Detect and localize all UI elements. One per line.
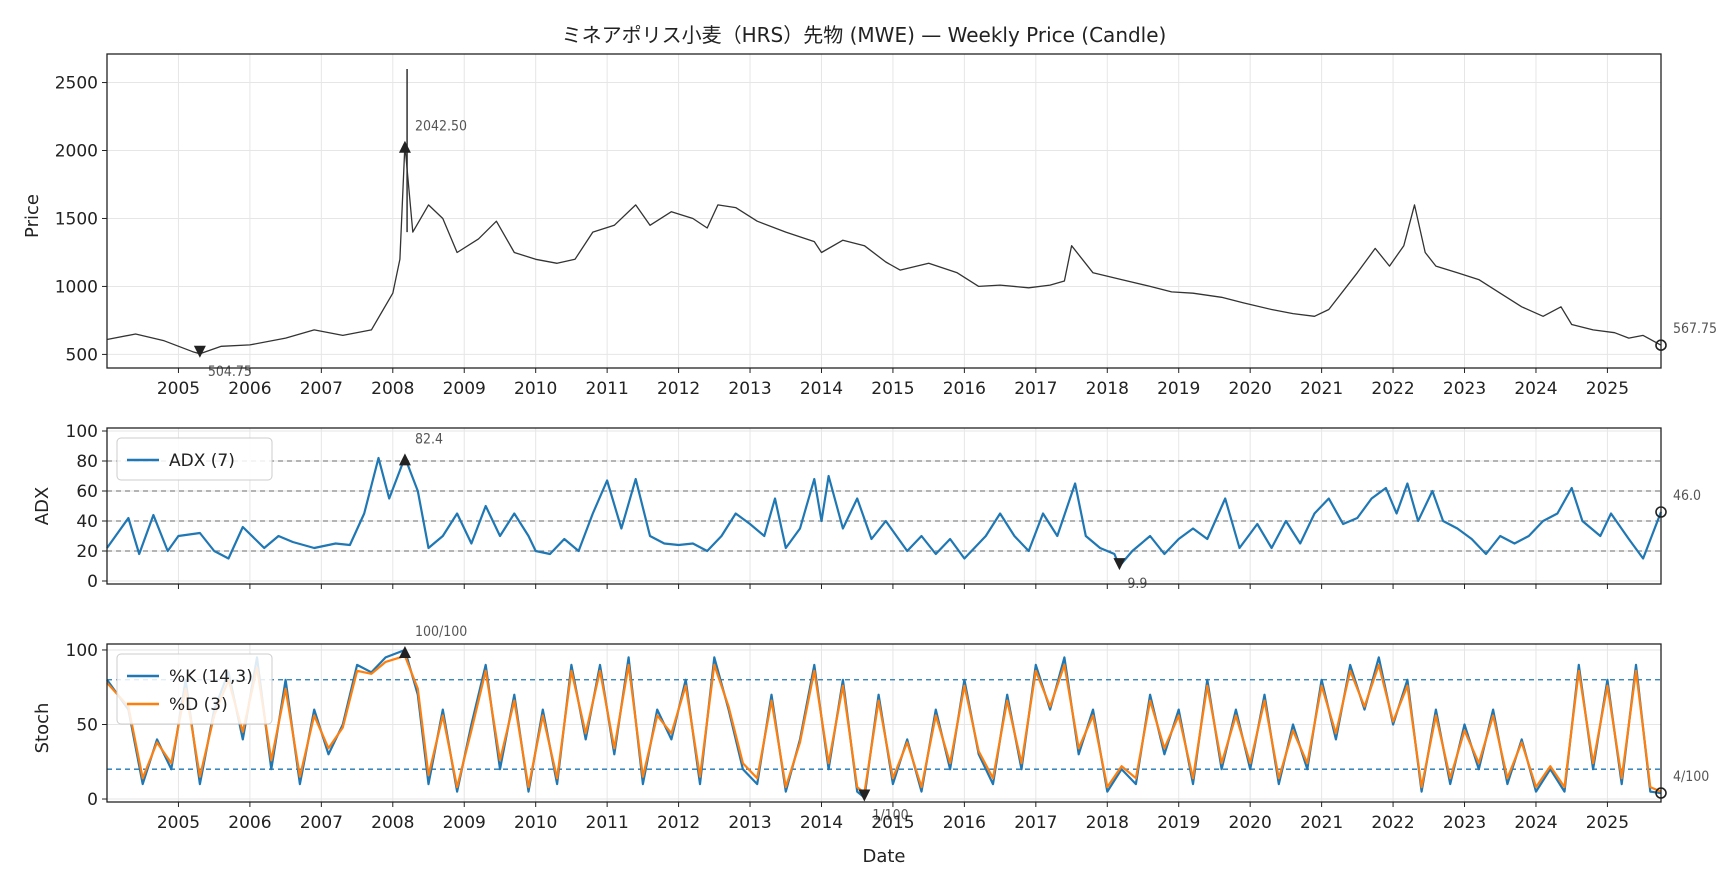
annotation-label: 504.75: [208, 364, 252, 380]
x-tick-label: 2011: [586, 813, 629, 833]
price-panel: 2042.50 504.75 567.75 500 1000 1500 2000 2500 20…: [55, 53, 1717, 399]
x-tick-label: 2019: [1157, 379, 1200, 399]
x-tick-label: 2016: [943, 813, 986, 833]
x-tick-label: 2021: [1300, 379, 1343, 399]
x-tick-label: 2005: [157, 379, 200, 399]
min-marker: [193, 345, 206, 358]
x-tick-label: 2017: [1014, 813, 1057, 833]
x-tick-label: 2011: [586, 379, 629, 399]
x-tick-label: 2025: [1586, 379, 1629, 399]
x-tick-label: 2024: [1514, 813, 1557, 833]
y-tick-label: 2500: [55, 74, 98, 94]
x-tick-label: 2010: [514, 813, 557, 833]
y-tick-label: 1500: [55, 209, 98, 229]
annotation-label: 2042.50: [415, 119, 467, 135]
x-tick-label: 2016: [943, 379, 986, 399]
x-tick-label: 2006: [228, 813, 271, 833]
annotation-label: 46.0: [1673, 488, 1701, 504]
x-tick-label: 2014: [800, 813, 843, 833]
series-line-ADX (7): [106, 456, 1663, 568]
stoch-y-axis-label: Stoch: [32, 703, 53, 754]
x-tick-label: 2022: [1371, 379, 1414, 399]
y-tick-label: 100: [66, 641, 98, 661]
y-tick-label: 60: [76, 482, 98, 502]
x-tick-label: 2018: [1086, 813, 1129, 833]
chart-title: ミネアポリス小麦（HRS）先物 (MWE) — Weekly Price (Ca…: [562, 23, 1167, 47]
max-marker: [398, 645, 411, 658]
x-tick-label: 2009: [443, 379, 486, 399]
x-tick-label: 2015: [871, 813, 914, 833]
y-tick-label: 2000: [55, 142, 98, 162]
x-tick-label: 2020: [1229, 813, 1272, 833]
x-tick-label: 2007: [300, 379, 343, 399]
x-tick-label: 2007: [300, 813, 343, 833]
legend-box: [116, 653, 273, 725]
x-tick-label: 2017: [1014, 379, 1057, 399]
x-tick-label: 2021: [1300, 813, 1343, 833]
x-tick-label: 2018: [1086, 379, 1129, 399]
legend-label: %D (3): [169, 695, 228, 715]
y-tick-label: 50: [76, 715, 98, 735]
annotation-label: 100/100: [415, 624, 467, 640]
series-line-%K (14,3): [106, 648, 1662, 799]
y-tick-label: 20: [76, 542, 98, 562]
x-tick-label: 2025: [1586, 813, 1629, 833]
y-tick-label: 80: [76, 452, 98, 472]
x-tick-label: 2008: [371, 379, 414, 399]
stoch-panel: 100/100 1/100 4/100 0 50 100 2005 2006 2007 2008 2…: [66, 624, 1710, 833]
annotation-label: 4/100: [1673, 769, 1709, 785]
y-tick-label: 500: [66, 345, 98, 365]
max-marker: [398, 140, 411, 153]
x-tick-label: 2015: [871, 379, 914, 399]
axes-frame: [106, 427, 1662, 585]
legend-label: ADX (7): [169, 451, 235, 471]
x-tick-label: 2023: [1443, 379, 1486, 399]
y-tick-label: 1000: [55, 277, 98, 297]
annotation-label: 567.75: [1673, 321, 1717, 337]
x-tick-label: 2012: [657, 379, 700, 399]
annotation-label: 1/100: [872, 808, 908, 824]
x-tick-label: 2024: [1514, 379, 1557, 399]
x-tick-label: 2020: [1229, 379, 1272, 399]
series-line-Close: [106, 144, 1662, 355]
x-tick-label: 2006: [228, 379, 271, 399]
x-tick-label: 2005: [157, 813, 200, 833]
y-tick-label: 40: [76, 512, 98, 532]
x-tick-label: 2013: [728, 379, 771, 399]
x-tick-label: 2008: [371, 813, 414, 833]
min-marker: [858, 789, 871, 802]
y-tick-label: 0: [87, 790, 98, 810]
adx-y-axis-label: ADX: [32, 487, 53, 526]
annotation-label: 82.4: [415, 431, 443, 447]
axes-frame: [106, 53, 1662, 369]
x-tick-label: 2013: [728, 813, 771, 833]
legend-box: [116, 437, 273, 481]
axes-frame: [106, 643, 1662, 803]
x-tick-label: 2012: [657, 813, 700, 833]
y-tick-label: 0: [87, 572, 98, 592]
price-y-axis-label: Price: [22, 194, 43, 238]
y-tick-label: 100: [66, 422, 98, 442]
x-tick-label: 2009: [443, 813, 486, 833]
x-tick-label: 2019: [1157, 813, 1200, 833]
legend-label: %K (14,3): [169, 667, 253, 687]
min-marker: [1113, 558, 1126, 571]
x-tick-label: 2010: [514, 379, 557, 399]
x-tick-label: 2023: [1443, 813, 1486, 833]
x-tick-label: 2022: [1371, 813, 1414, 833]
max-marker: [398, 453, 411, 466]
x-tick-label: 2014: [800, 379, 843, 399]
x-axis-label: Date: [862, 846, 905, 867]
series-line-%D (3): [106, 654, 1662, 795]
